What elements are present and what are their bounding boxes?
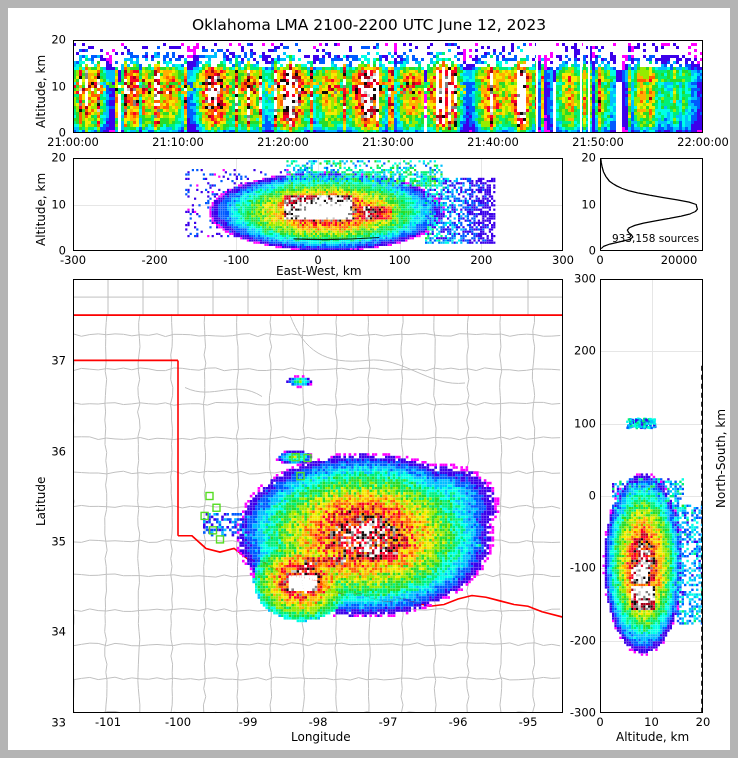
histogram-xtick-0: 0	[596, 253, 604, 267]
north-south-ylabel: North-South, km	[714, 408, 728, 508]
map-panel[interactable]	[73, 279, 563, 713]
time-height-xtick-5: 21:50:00	[572, 135, 624, 149]
histogram-ytick-0: 0	[588, 243, 596, 258]
map-ytick-35: 35	[51, 534, 66, 549]
map-xtick-5: -96	[448, 715, 468, 729]
north-south-plot-area	[600, 279, 703, 713]
east-west-panel	[73, 158, 563, 251]
north-south-ytick-200: 200	[574, 343, 596, 358]
north-south-panel	[600, 279, 703, 713]
time-height-xtick-0: 21:00:00	[47, 135, 99, 149]
north-south-xtick-20: 20	[695, 715, 711, 729]
time-height-plot-area	[73, 40, 703, 133]
map-xtick-3: -98	[308, 715, 328, 729]
map-xtick-2: -99	[238, 715, 258, 729]
time-height-xtick-2: 21:20:00	[257, 135, 309, 149]
east-west-plot-area	[73, 158, 563, 251]
north-south-xtick-0: 0	[596, 715, 604, 729]
figure-canvas: Oklahoma LMA 2100-2200 UTC June 12, 2023…	[8, 8, 730, 750]
time-height-ytick-10: 10	[51, 78, 66, 93]
east-west-xtick-3: 0	[314, 253, 322, 267]
east-west-xlabel: East-West, km	[276, 264, 362, 278]
source-count-annotation: 933,158 sources	[612, 233, 700, 245]
time-height-xtick-3: 21:30:00	[362, 135, 414, 149]
north-south-xlabel: Altitude, km	[616, 730, 690, 744]
east-west-xtick-6: 300	[552, 253, 574, 267]
time-height-ytick-20: 20	[51, 32, 66, 47]
page-title: Oklahoma LMA 2100-2200 UTC June 12, 2023	[191, 16, 547, 34]
map-ylabel: Latitude	[34, 476, 48, 526]
time-height-ytick-0: 0	[58, 125, 66, 140]
histogram-ytick-20: 20	[581, 150, 596, 165]
east-west-xtick-4: 100	[388, 253, 411, 267]
east-west-xtick-1: -200	[141, 253, 168, 267]
north-south-density-image	[600, 279, 703, 713]
map-density-and-borders-image	[73, 279, 563, 713]
north-south-ytick-100: 100	[574, 415, 596, 430]
map-xtick-0: -101	[94, 715, 122, 729]
east-west-ytick-0: 0	[58, 243, 66, 258]
map-ytick-34: 34	[51, 624, 66, 639]
altitude-histogram-plot-area	[600, 158, 703, 251]
east-west-ytick-20: 20	[51, 150, 66, 165]
east-west-xtick-2: -100	[223, 253, 250, 267]
map-plot-area	[73, 279, 563, 713]
time-height-xtick-4: 21:40:00	[467, 135, 519, 149]
map-xtick-6: -95	[518, 715, 538, 729]
map-ytick-36: 36	[51, 443, 66, 458]
histogram-ytick-10: 10	[581, 196, 596, 211]
east-west-density-image	[73, 158, 563, 251]
time-height-panel	[73, 40, 703, 133]
time-height-xtick-1: 21:10:00	[152, 135, 204, 149]
map-xtick-4: -97	[378, 715, 398, 729]
map-ytick-33: 33	[51, 715, 66, 730]
north-south-ytick-300: 300	[574, 271, 596, 286]
time-height-density-image	[73, 40, 703, 133]
map-xtick-1: -100	[164, 715, 192, 729]
histogram-xtick-1: 20000	[660, 253, 698, 267]
east-west-xtick-0: -300	[59, 253, 87, 267]
time-height-xtick-6: 22:00:00	[677, 135, 729, 149]
north-south-ytick-m300: -300	[569, 705, 596, 720]
altitude-histogram-curve	[600, 158, 703, 251]
north-south-xtick-10: 10	[644, 715, 659, 729]
east-west-ytick-10: 10	[51, 196, 66, 211]
map-xlabel: Longitude	[291, 730, 351, 744]
north-south-ytick-0: 0	[588, 488, 596, 503]
map-ytick-37: 37	[51, 353, 66, 368]
north-south-ytick-m200: -200	[569, 632, 596, 647]
north-south-ytick-m100: -100	[569, 560, 596, 575]
east-west-xtick-5: 200	[470, 253, 493, 267]
